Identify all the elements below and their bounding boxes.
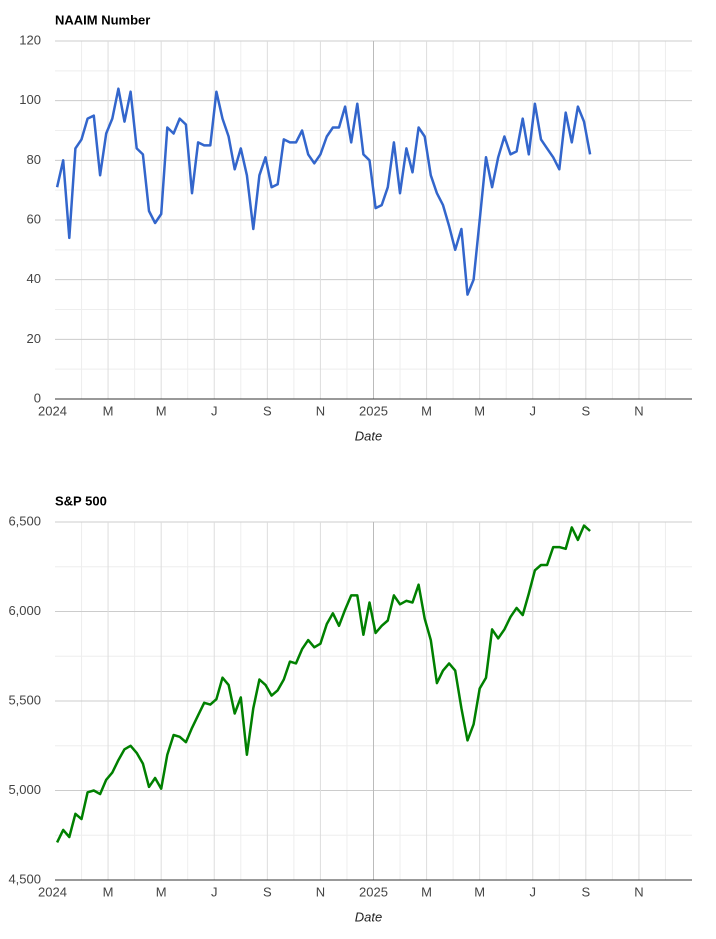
y-tick-label: 6,000 [8,603,41,618]
y-tick-label: 120 [19,32,41,47]
x-tick-label: M [421,403,432,418]
x-tick-label: N [634,884,643,899]
x-tick-label: S [263,403,272,418]
x-tick-label: S [581,403,590,418]
x-tick-label: 2025 [359,884,388,899]
data-line [55,524,591,843]
x-tick-label: 2024 [38,403,67,418]
x-tick-label: N [316,403,325,418]
data-line [55,87,592,296]
x-tick-label: 2024 [38,884,67,899]
y-tick-label: 20 [27,331,41,346]
x-tick-label: N [316,884,325,899]
x-tick-label: M [103,403,114,418]
x-axis-label: Date [355,428,382,443]
y-tick-label: 40 [27,271,41,286]
y-tick-label: 5,000 [8,782,41,797]
y-tick-label: 80 [27,152,41,167]
y-tick-label: 5,500 [8,692,41,707]
x-tick-label: M [156,403,167,418]
y-tick-label: 0 [34,390,41,405]
x-tick-label: M [474,403,485,418]
x-tick-label: J [211,403,218,418]
x-axis-label: Date [355,909,382,924]
y-tick-label: 4,500 [8,871,41,886]
y-tick-label: 100 [19,92,41,107]
x-tick-label: S [263,884,272,899]
chart-title: S&P 500 [55,493,107,508]
x-tick-label: S [581,884,590,899]
x-tick-label: M [103,884,114,899]
x-tick-label: N [634,403,643,418]
y-tick-label: 6,500 [8,513,41,528]
y-tick-label: 60 [27,211,41,226]
x-tick-label: 2025 [359,403,388,418]
x-tick-label: J [530,884,537,899]
x-tick-label: M [421,884,432,899]
x-tick-label: M [156,884,167,899]
x-tick-label: J [211,884,218,899]
x-tick-label: M [474,884,485,899]
x-tick-label: J [530,403,537,418]
chart-title: NAAIM Number [55,12,150,27]
